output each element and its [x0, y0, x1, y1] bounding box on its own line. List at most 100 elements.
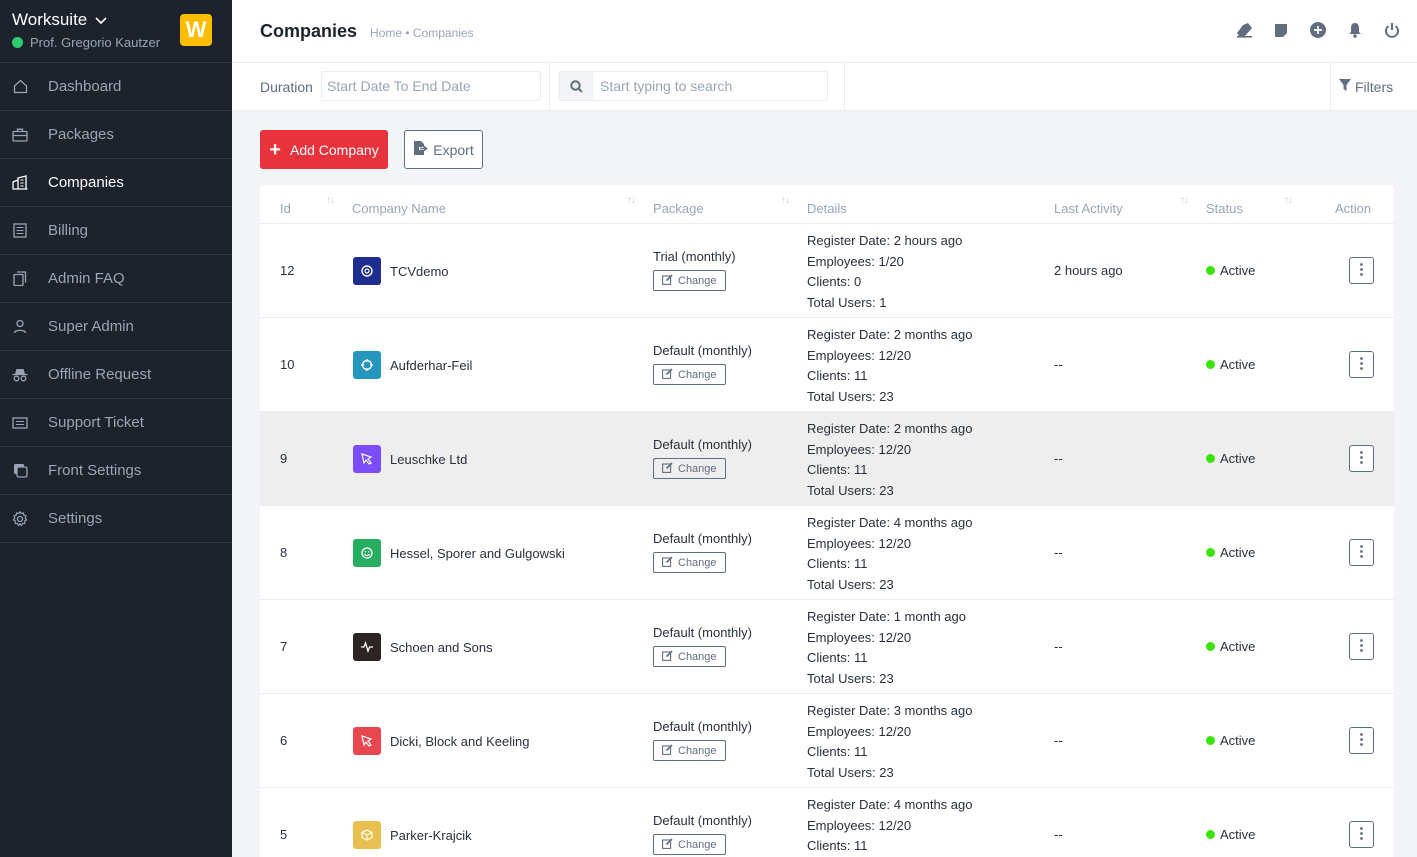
row-actions-button[interactable] — [1349, 257, 1374, 284]
sidebar-item-support-ticket[interactable]: Support Ticket — [0, 399, 232, 447]
date-range-input[interactable]: Start Date To End Date — [321, 71, 541, 101]
column-header-package[interactable]: Package — [653, 201, 704, 216]
status-dot-icon — [1206, 830, 1215, 839]
employees-count: Employees: 12/20 — [807, 535, 912, 551]
kebab-menu-icon — [1360, 356, 1363, 373]
company-cell[interactable]: Schoen and Sons — [353, 633, 493, 661]
sticky-note-icon[interactable] — [1272, 21, 1290, 39]
change-package-button[interactable]: Change — [653, 458, 726, 479]
column-header-action: Action — [1335, 201, 1372, 216]
row-actions-button[interactable] — [1349, 539, 1374, 566]
sort-icon[interactable]: ↑↓ — [627, 195, 636, 206]
table-row[interactable]: 9 Leuschke Ltd Default (monthly) Change Regi… — [260, 412, 1394, 506]
company-name[interactable]: TCVdemo — [390, 263, 449, 279]
company-id: 6 — [280, 733, 288, 748]
package-name: Default (monthly) — [653, 813, 752, 828]
company-cell[interactable]: Hessel, Sporer and Gulgowski — [353, 539, 565, 567]
status-badge: Active — [1206, 451, 1255, 466]
details-cell: Register Date: 2 months ago Employees: 12… — [807, 419, 972, 501]
total-users: Total Users: 23 — [807, 576, 894, 592]
change-package-button[interactable]: Change — [653, 270, 726, 291]
column-header-id[interactable]: Id — [280, 201, 291, 216]
sidebar-item-settings[interactable]: Settings — [0, 495, 232, 543]
employees-count: Employees: 12/20 — [807, 441, 912, 457]
eraser-icon[interactable] — [1235, 21, 1253, 39]
change-package-button[interactable]: Change — [653, 364, 726, 385]
kebab-menu-icon — [1360, 826, 1363, 843]
company-cell[interactable]: TCVdemo — [353, 257, 449, 285]
company-name[interactable]: Aufderhar-Feil — [390, 357, 473, 373]
company-name[interactable]: Schoen and Sons — [390, 639, 493, 655]
power-icon[interactable] — [1383, 21, 1401, 39]
change-package-button[interactable]: Change — [653, 740, 726, 761]
company-cell[interactable]: Leuschke Ltd — [353, 445, 467, 473]
filters-button[interactable]: Filters — [1339, 79, 1393, 95]
table-row[interactable]: 7 Schoen and Sons Default (monthly) Change R… — [260, 600, 1394, 694]
company-id: 12 — [280, 263, 295, 278]
export-button[interactable]: Export — [404, 130, 483, 169]
sidebar-item-dashboard[interactable]: Dashboard — [0, 63, 232, 111]
table-row[interactable]: 6 Dicki, Block and Keeling Default (monthl… — [260, 694, 1394, 788]
table-row[interactable]: 12 TCVdemo Trial (monthly) Change Register D… — [260, 224, 1394, 318]
row-actions-button[interactable] — [1349, 633, 1374, 660]
last-activity: -- — [1054, 733, 1063, 748]
table-row[interactable]: 8 Hessel, Sporer and Gulgowski Default (mo… — [260, 506, 1394, 600]
company-cell[interactable]: Dicki, Block and Keeling — [353, 727, 529, 755]
row-actions-button[interactable] — [1349, 351, 1374, 378]
breadcrumb[interactable]: Home • Companies — [370, 25, 474, 40]
employees-count: Employees: 12/20 — [807, 817, 912, 833]
change-package-button[interactable]: Change — [653, 834, 726, 855]
sidebar-item-front-settings[interactable]: Front Settings — [0, 447, 232, 495]
column-header-company[interactable]: Company Name — [352, 201, 446, 216]
search-input[interactable]: Start typing to search — [600, 78, 733, 94]
sidebar-item-admin-faq[interactable]: Admin FAQ — [0, 255, 232, 303]
row-actions-button[interactable] — [1349, 445, 1374, 472]
package-name: Default (monthly) — [653, 625, 752, 640]
sidebar-item-companies[interactable]: Companies — [0, 159, 232, 207]
company-cell[interactable]: Aufderhar-Feil — [353, 351, 472, 379]
sidebar-item-offline-request[interactable]: Offline Request — [0, 351, 232, 399]
chevron-down-icon[interactable] — [95, 10, 107, 30]
search-box[interactable]: Start typing to search — [558, 71, 828, 101]
change-package-button[interactable]: Change — [653, 552, 726, 573]
package-cell: Default (monthly) Change — [653, 531, 752, 573]
company-cell[interactable]: Parker-Krajcik — [353, 821, 472, 849]
register-date: Register Date: 4 months ago — [807, 797, 973, 812]
add-company-button[interactable]: + Add Company — [260, 130, 388, 169]
company-name[interactable]: Hessel, Sporer and Gulgowski — [390, 545, 565, 561]
sort-icon[interactable]: ↑↓ — [1180, 195, 1189, 206]
row-actions-button[interactable] — [1349, 727, 1374, 754]
sidebar-item-super-admin[interactable]: Super Admin — [0, 303, 232, 351]
app-logo[interactable]: W — [180, 14, 212, 46]
company-id: 7 — [280, 639, 288, 654]
company-name[interactable]: Leuschke Ltd — [390, 451, 468, 467]
brand-label: Worksuite — [12, 10, 88, 29]
file-export-icon — [413, 140, 428, 159]
details-cell: Register Date: 1 month ago Employees: 12/… — [807, 607, 966, 689]
table-row[interactable]: 10 Aufderhar-Feil Default (monthly) Change R… — [260, 318, 1394, 412]
column-header-last-activity[interactable]: Last Activity — [1054, 201, 1123, 216]
change-package-button[interactable]: Change — [653, 646, 726, 667]
package-cell: Trial (monthly) Change — [653, 249, 736, 291]
company-name[interactable]: Parker-Krajcik — [390, 827, 472, 843]
sort-icon[interactable]: ↑↓ — [781, 195, 790, 206]
kebab-menu-icon — [1360, 732, 1363, 749]
column-header-status[interactable]: Status — [1206, 201, 1243, 216]
sidebar-item-label: Billing — [48, 222, 89, 239]
status-dot-icon — [1206, 266, 1215, 275]
bell-icon[interactable] — [1346, 21, 1364, 39]
package-cell: Default (monthly) Change — [653, 625, 752, 667]
sort-icon[interactable]: ↑↓ — [1284, 195, 1293, 206]
brand-header[interactable]: Worksuite Prof. Gregorio Kautzer W — [0, 0, 232, 63]
table-row[interactable]: 5 Parker-Krajcik Default (monthly) Change Re… — [260, 788, 1394, 857]
status-label: Active — [1220, 827, 1256, 842]
sidebar-item-billing[interactable]: Billing — [0, 207, 232, 255]
company-name[interactable]: Dicki, Block and Keeling — [390, 733, 530, 749]
house-icon — [12, 79, 28, 95]
status-dot-icon — [1206, 548, 1215, 557]
row-actions-button[interactable] — [1349, 821, 1374, 848]
plus-circle-icon[interactable] — [1309, 21, 1327, 39]
sort-icon[interactable]: ↑↓ — [326, 195, 335, 206]
brand-name[interactable]: Worksuite — [12, 10, 220, 30]
sidebar-item-packages[interactable]: Packages — [0, 111, 232, 159]
